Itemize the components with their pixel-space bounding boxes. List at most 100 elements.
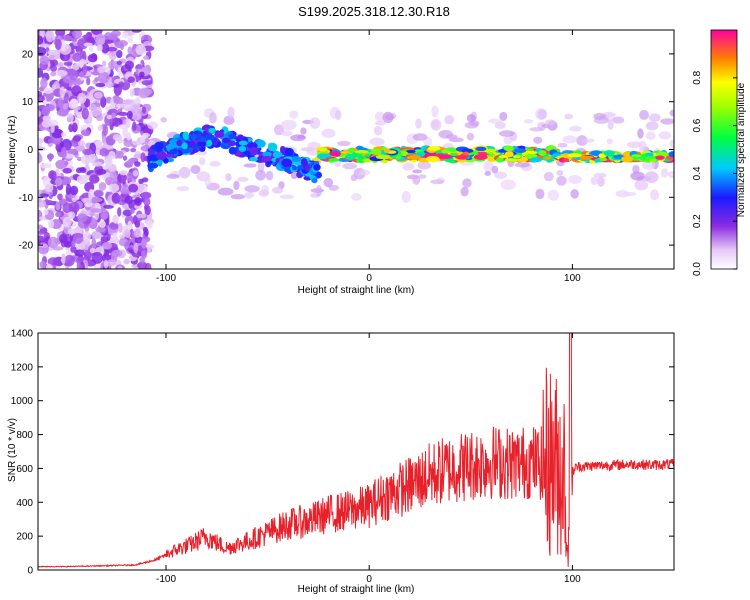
heatmap-noise-blob xyxy=(116,60,123,65)
heatmap-halo-blob xyxy=(535,108,548,120)
heatmap-halo-blob xyxy=(233,180,240,191)
heatmap-halo-blob xyxy=(462,178,472,188)
heatmap-noise-blob xyxy=(116,49,123,59)
snr-series-line xyxy=(38,333,674,568)
heatmap-halo-blob xyxy=(300,127,307,135)
heatmap-noise-blob xyxy=(117,124,129,130)
heatmap-noise-blob xyxy=(59,233,68,244)
heatmap-noise-blob xyxy=(122,32,129,39)
heatmap-halo-blob xyxy=(597,176,605,187)
heatmap-halo-blob xyxy=(604,112,617,117)
heatmap-halo-blob xyxy=(569,125,582,132)
heatmap-halo-blob xyxy=(529,127,544,132)
heatmap-noise-blob xyxy=(38,230,46,235)
heatmap-signal-blob xyxy=(639,154,646,161)
heatmap-noise-blob xyxy=(94,140,103,149)
y-tick-label: 1000 xyxy=(11,396,34,407)
colorbar-label: Normalized spectral amplitude xyxy=(736,82,747,217)
heatmap-halo-blob xyxy=(547,189,560,201)
snr-xlabel: Height of straight line (km) xyxy=(298,584,415,595)
heatmap-signal-blob xyxy=(475,146,487,152)
heatmap-halo-blob xyxy=(594,172,607,178)
heatmap-noise-blob xyxy=(86,77,91,86)
heatmap-signal-blob xyxy=(154,141,164,151)
heatmap-noise-blob xyxy=(48,153,53,162)
heatmap-noise-blob xyxy=(117,111,129,117)
heatmap-halo-blob xyxy=(650,189,659,201)
heatmap-signal-blob xyxy=(292,165,298,171)
heatmap-signal-blob xyxy=(408,154,421,160)
heatmap-noise-blob xyxy=(117,207,122,217)
heatmap-halo-blob xyxy=(178,166,191,179)
heatmap-noise-blob xyxy=(139,71,145,78)
heatmap-signal-blob xyxy=(645,152,654,156)
heatmap-noise-blob xyxy=(70,98,79,109)
heatmap-noise-blob xyxy=(50,71,57,77)
heatmap-signal-blob xyxy=(375,154,389,160)
heatmap-halo-blob xyxy=(198,157,206,166)
heatmap-halo-blob xyxy=(669,139,674,149)
heatmap-noise-blob xyxy=(38,224,44,230)
heatmap-noise-blob xyxy=(67,211,76,220)
heatmap-noise-blob xyxy=(127,220,132,231)
heatmap-halo-blob xyxy=(484,170,492,177)
heatmap-signal-blob xyxy=(281,158,293,168)
heatmap-signal-blob xyxy=(204,133,215,142)
heatmap-noise-blob xyxy=(98,220,106,228)
y-tick-label: 800 xyxy=(16,430,33,441)
heatmap-noise-blob xyxy=(42,114,51,122)
heatmap-signal-blob xyxy=(262,155,272,162)
heatmap-signal-blob xyxy=(291,156,301,163)
heatmap-noise-blob xyxy=(71,240,76,248)
heatmap-halo-blob xyxy=(466,132,475,141)
heatmap-noise-blob xyxy=(43,208,49,216)
heatmap-noise-blob xyxy=(39,260,46,269)
heatmap-signal-blob xyxy=(495,156,504,163)
y-tick-label: -20 xyxy=(19,241,34,252)
heatmap-signal-blob xyxy=(228,140,236,147)
colorbar: 0.0 0.2 0.4 0.6 0.8 Normalized spectral ampl… xyxy=(692,29,747,276)
heatmap-noise-blob xyxy=(118,81,124,88)
heatmap-signal-blob xyxy=(504,151,514,158)
heatmap-signal-blob xyxy=(369,148,382,155)
heatmap-halo-blob xyxy=(543,171,554,182)
heatmap-noise-blob xyxy=(137,261,148,269)
heatmap-signal-blob xyxy=(567,153,582,158)
heatmap-noise-blob xyxy=(71,64,80,71)
heatmap-halo-blob xyxy=(337,140,351,147)
heatmap-signal-blob xyxy=(222,137,230,144)
heatmap-noise-blob xyxy=(134,196,142,206)
y-tick-label: 600 xyxy=(16,464,33,475)
heatmap-noise-blob xyxy=(71,122,78,133)
heatmap-noise-blob xyxy=(68,201,80,214)
colorbar-tick-label: 0.8 xyxy=(692,70,703,84)
x-tick-label: 100 xyxy=(564,273,581,284)
heatmap-noise-blob xyxy=(47,236,59,249)
heatmap-halo-blob xyxy=(147,121,158,130)
heatmap-noise-blob xyxy=(134,220,141,228)
heatmap-noise-blob xyxy=(124,214,135,226)
heatmap-halo-blob xyxy=(244,185,260,193)
heatmap-noise-blob xyxy=(68,81,81,87)
heatmap-halo-blob xyxy=(564,113,574,120)
heatmap-noise-blob xyxy=(117,136,123,144)
heatmap-noise-blob xyxy=(57,193,63,201)
heatmap-halo-blob xyxy=(445,134,458,139)
heatmap-noise-blob xyxy=(60,146,67,159)
heatmap-noise-blob xyxy=(80,154,92,165)
heatmap-noise-blob xyxy=(55,201,61,211)
heatmap-halo-blob xyxy=(342,162,358,170)
colorbar-tick-label: 0.4 xyxy=(692,166,703,180)
heatmap-halo-blob xyxy=(209,112,217,124)
heatmap-halo-blob xyxy=(488,118,503,124)
heatmap-noise-blob xyxy=(95,33,106,46)
colorbar-tick-label: 0.6 xyxy=(692,118,703,132)
heatmap-signal-blob xyxy=(206,139,213,147)
heatmap-signal-blob xyxy=(631,154,642,158)
heatmap-signal-blob xyxy=(329,151,342,157)
heatmap-halo-blob xyxy=(417,174,427,179)
heatmap-halo-blob xyxy=(166,173,180,179)
heatmap-signal-blob xyxy=(249,156,258,162)
y-tick-label: 1200 xyxy=(11,362,34,373)
